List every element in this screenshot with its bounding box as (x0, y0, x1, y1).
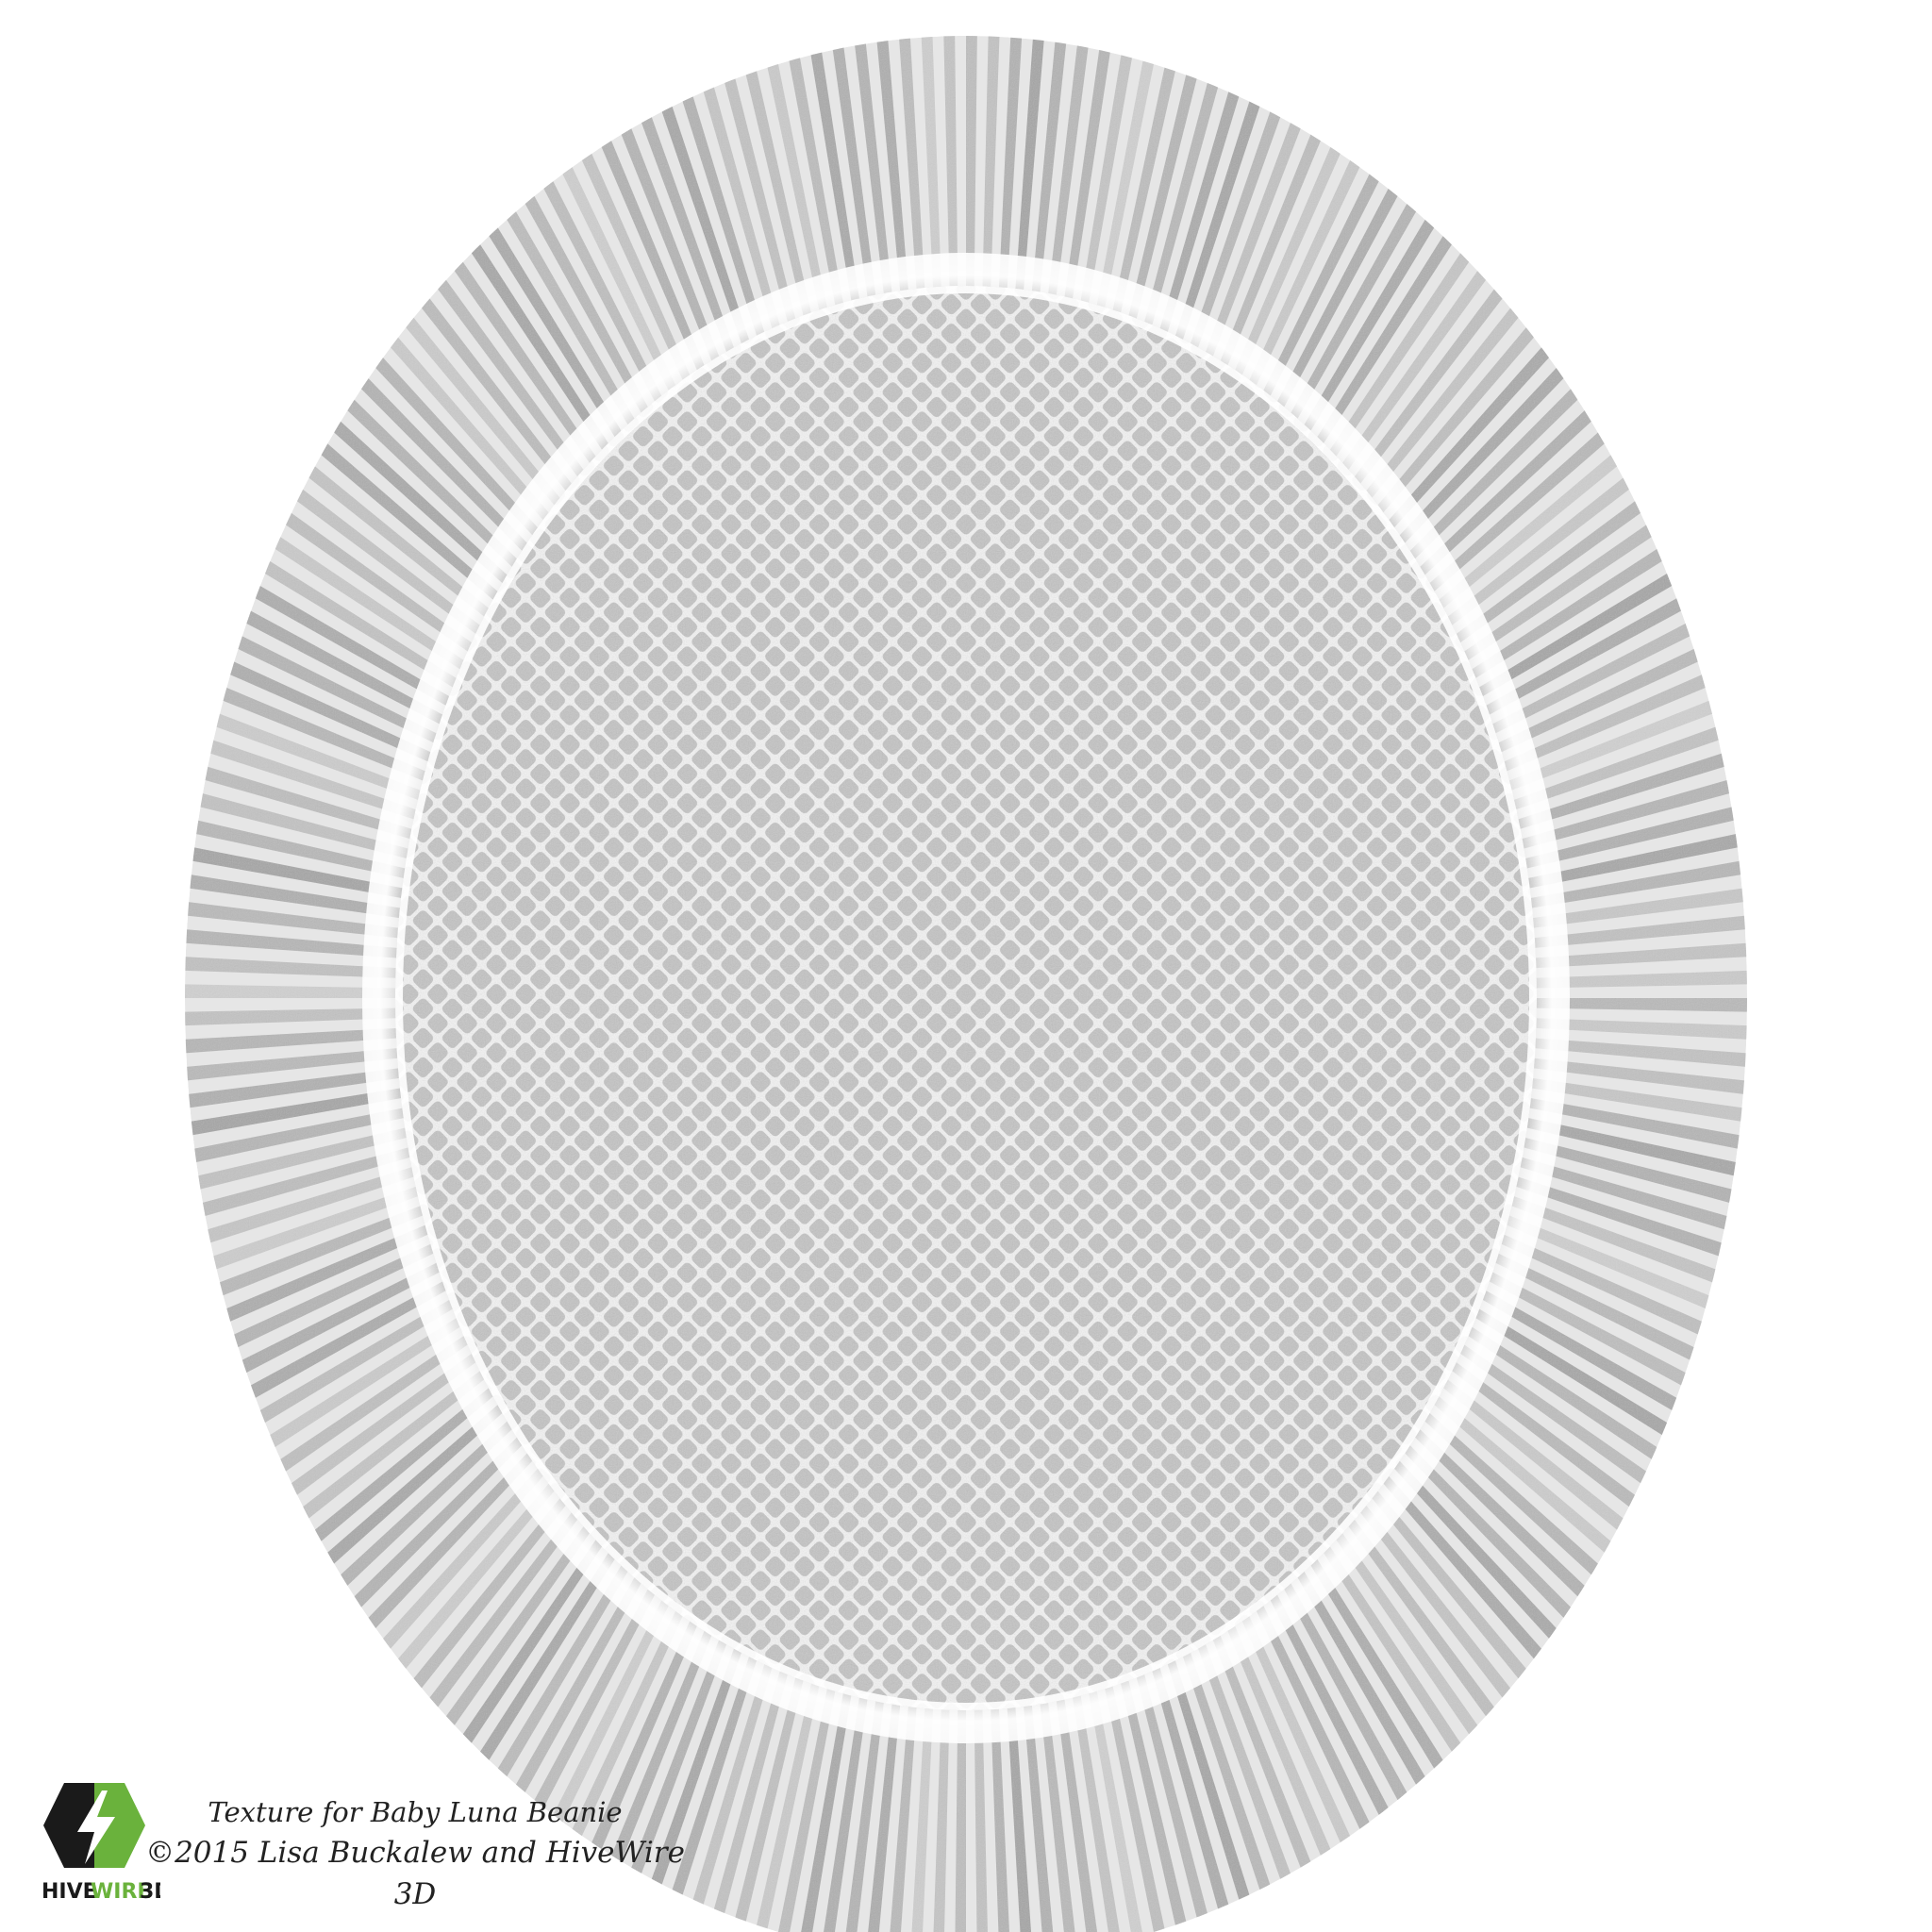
lightning-hexagon-icon (77, 1790, 115, 1864)
logo-hive-word: HIVE (42, 1880, 97, 1904)
mesh-crown (395, 286, 1537, 1710)
texture-caption: Texture for Baby Luna Beanie ©2015 Lisa … (132, 1792, 698, 1915)
hexagon-green-half-icon (94, 1783, 145, 1868)
hexagon-dark-half-icon (43, 1783, 94, 1868)
caption-copyright: ©2015 Lisa Buckalew and HiveWire 3D (145, 1836, 685, 1911)
hivewire-logo: HIVE WIRE 3D (42, 1783, 160, 1904)
caption-title: Texture for Baby Luna Beanie (208, 1796, 623, 1828)
logo-wire-word: WIRE (91, 1880, 151, 1904)
logo-3d-word: 3D (140, 1880, 160, 1904)
